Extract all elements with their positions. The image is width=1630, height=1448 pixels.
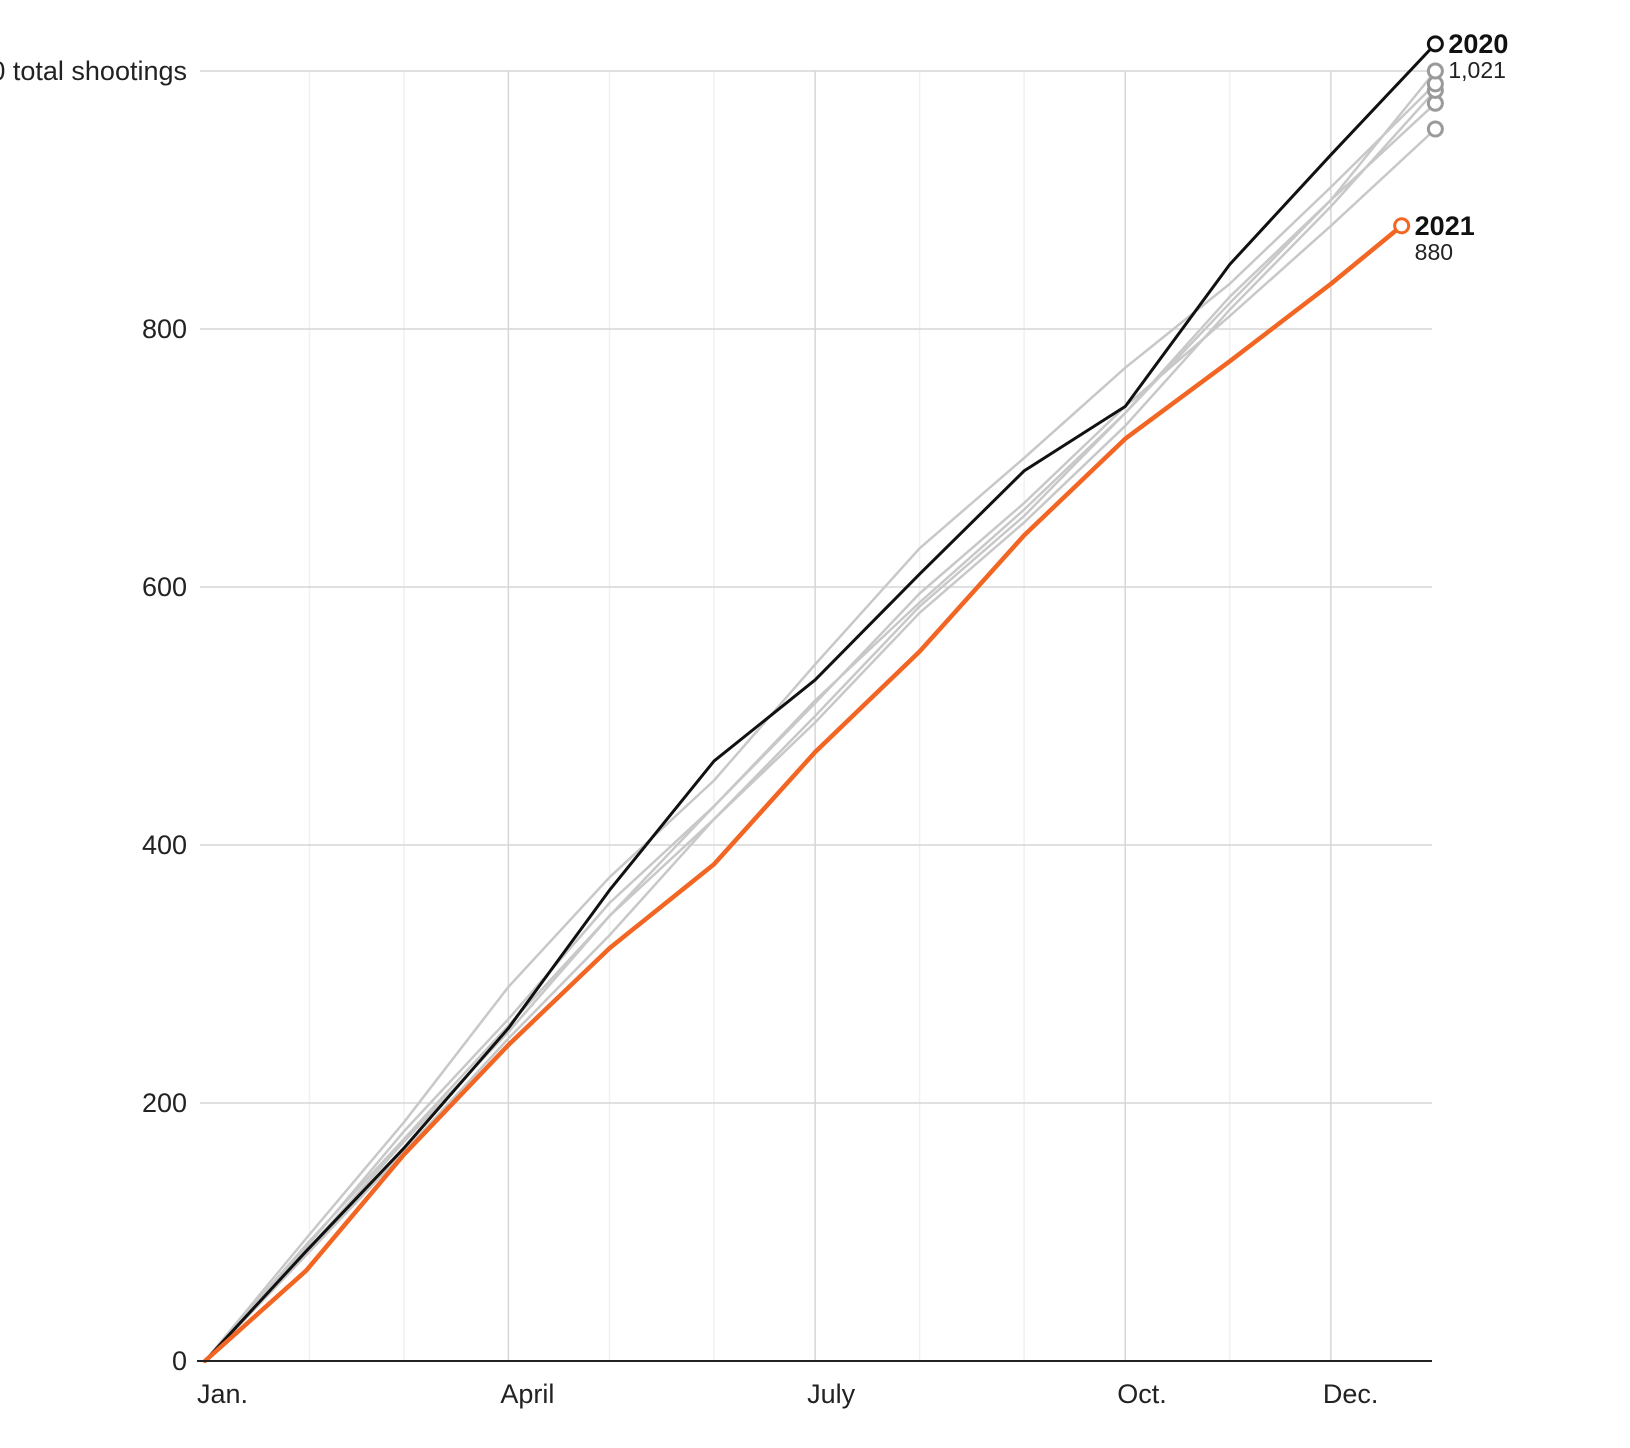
series-line-2017 xyxy=(203,89,1437,1363)
x-tick-label: April xyxy=(500,1379,554,1409)
y-tick-label: 1,000 total shootings xyxy=(0,56,187,86)
end-label-year-2020: 2020 xyxy=(1448,29,1508,59)
end-label-value-2021: 880 xyxy=(1415,239,1453,265)
x-tick-label: Oct. xyxy=(1117,1379,1167,1409)
marker-layer xyxy=(1393,35,1444,235)
y-tick-label: 200 xyxy=(142,1088,187,1118)
y-tick-label: 800 xyxy=(142,314,187,344)
x-tick-label: Jan. xyxy=(197,1379,248,1409)
end-label-value-2020: 1,021 xyxy=(1448,57,1506,83)
axis-layer: Jan. April July Oct. Dec. 0 200 400 600 800 1,000 … xyxy=(0,56,1432,1409)
end-label-year-2021: 2021 xyxy=(1415,211,1475,241)
series-line-2018 xyxy=(203,82,1437,1363)
series-line-2021 xyxy=(202,223,1404,1364)
series-line-2015 xyxy=(203,127,1437,1363)
end-marker-2015 xyxy=(1426,120,1444,138)
y-tick-label: 600 xyxy=(142,572,187,602)
series-line-2020 xyxy=(203,42,1437,1363)
y-tick-label: 400 xyxy=(142,830,187,860)
series-line-2019 xyxy=(203,69,1437,1363)
end-marker-2021 xyxy=(1393,217,1411,235)
y-tick-label: 0 xyxy=(172,1346,187,1376)
end-marker-2020 xyxy=(1426,35,1444,53)
series-layer xyxy=(202,42,1437,1364)
x-tick-label: Dec. xyxy=(1323,1379,1379,1409)
end-marker-2019 xyxy=(1426,62,1444,80)
x-tick-label: July xyxy=(807,1379,856,1409)
